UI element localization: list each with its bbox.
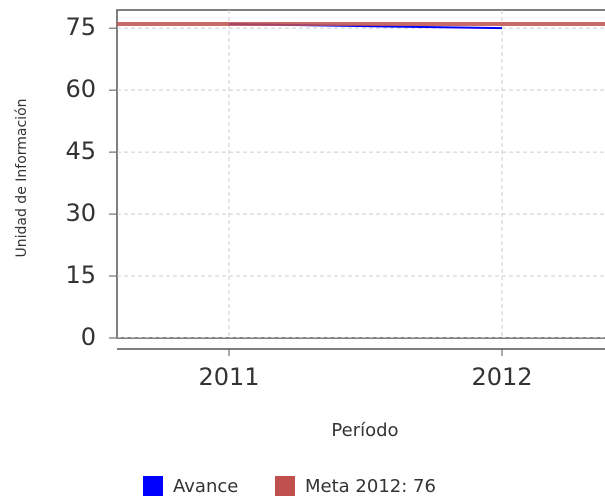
legend-swatch bbox=[275, 476, 295, 496]
grid bbox=[117, 10, 605, 338]
x-tick-label: 2011 bbox=[198, 363, 259, 391]
x-axis-label: Período bbox=[331, 420, 398, 441]
y-tick-label: 0 bbox=[81, 323, 96, 351]
y-tick-label: 15 bbox=[65, 261, 96, 289]
y-axis-label: Unidad de Información bbox=[14, 98, 30, 257]
legend-label: Avance bbox=[173, 476, 238, 497]
x-tick-label: 2012 bbox=[471, 363, 532, 391]
marks bbox=[117, 22, 605, 30]
y-tick-label: 60 bbox=[65, 75, 96, 103]
y-tick-label: 45 bbox=[65, 137, 96, 165]
plot-area bbox=[116, 9, 605, 339]
legend-swatch bbox=[143, 476, 163, 496]
legend-label: Meta 2012: 76 bbox=[305, 476, 436, 497]
y-tick-label: 75 bbox=[65, 13, 96, 41]
y-tick-label: 30 bbox=[65, 199, 96, 227]
